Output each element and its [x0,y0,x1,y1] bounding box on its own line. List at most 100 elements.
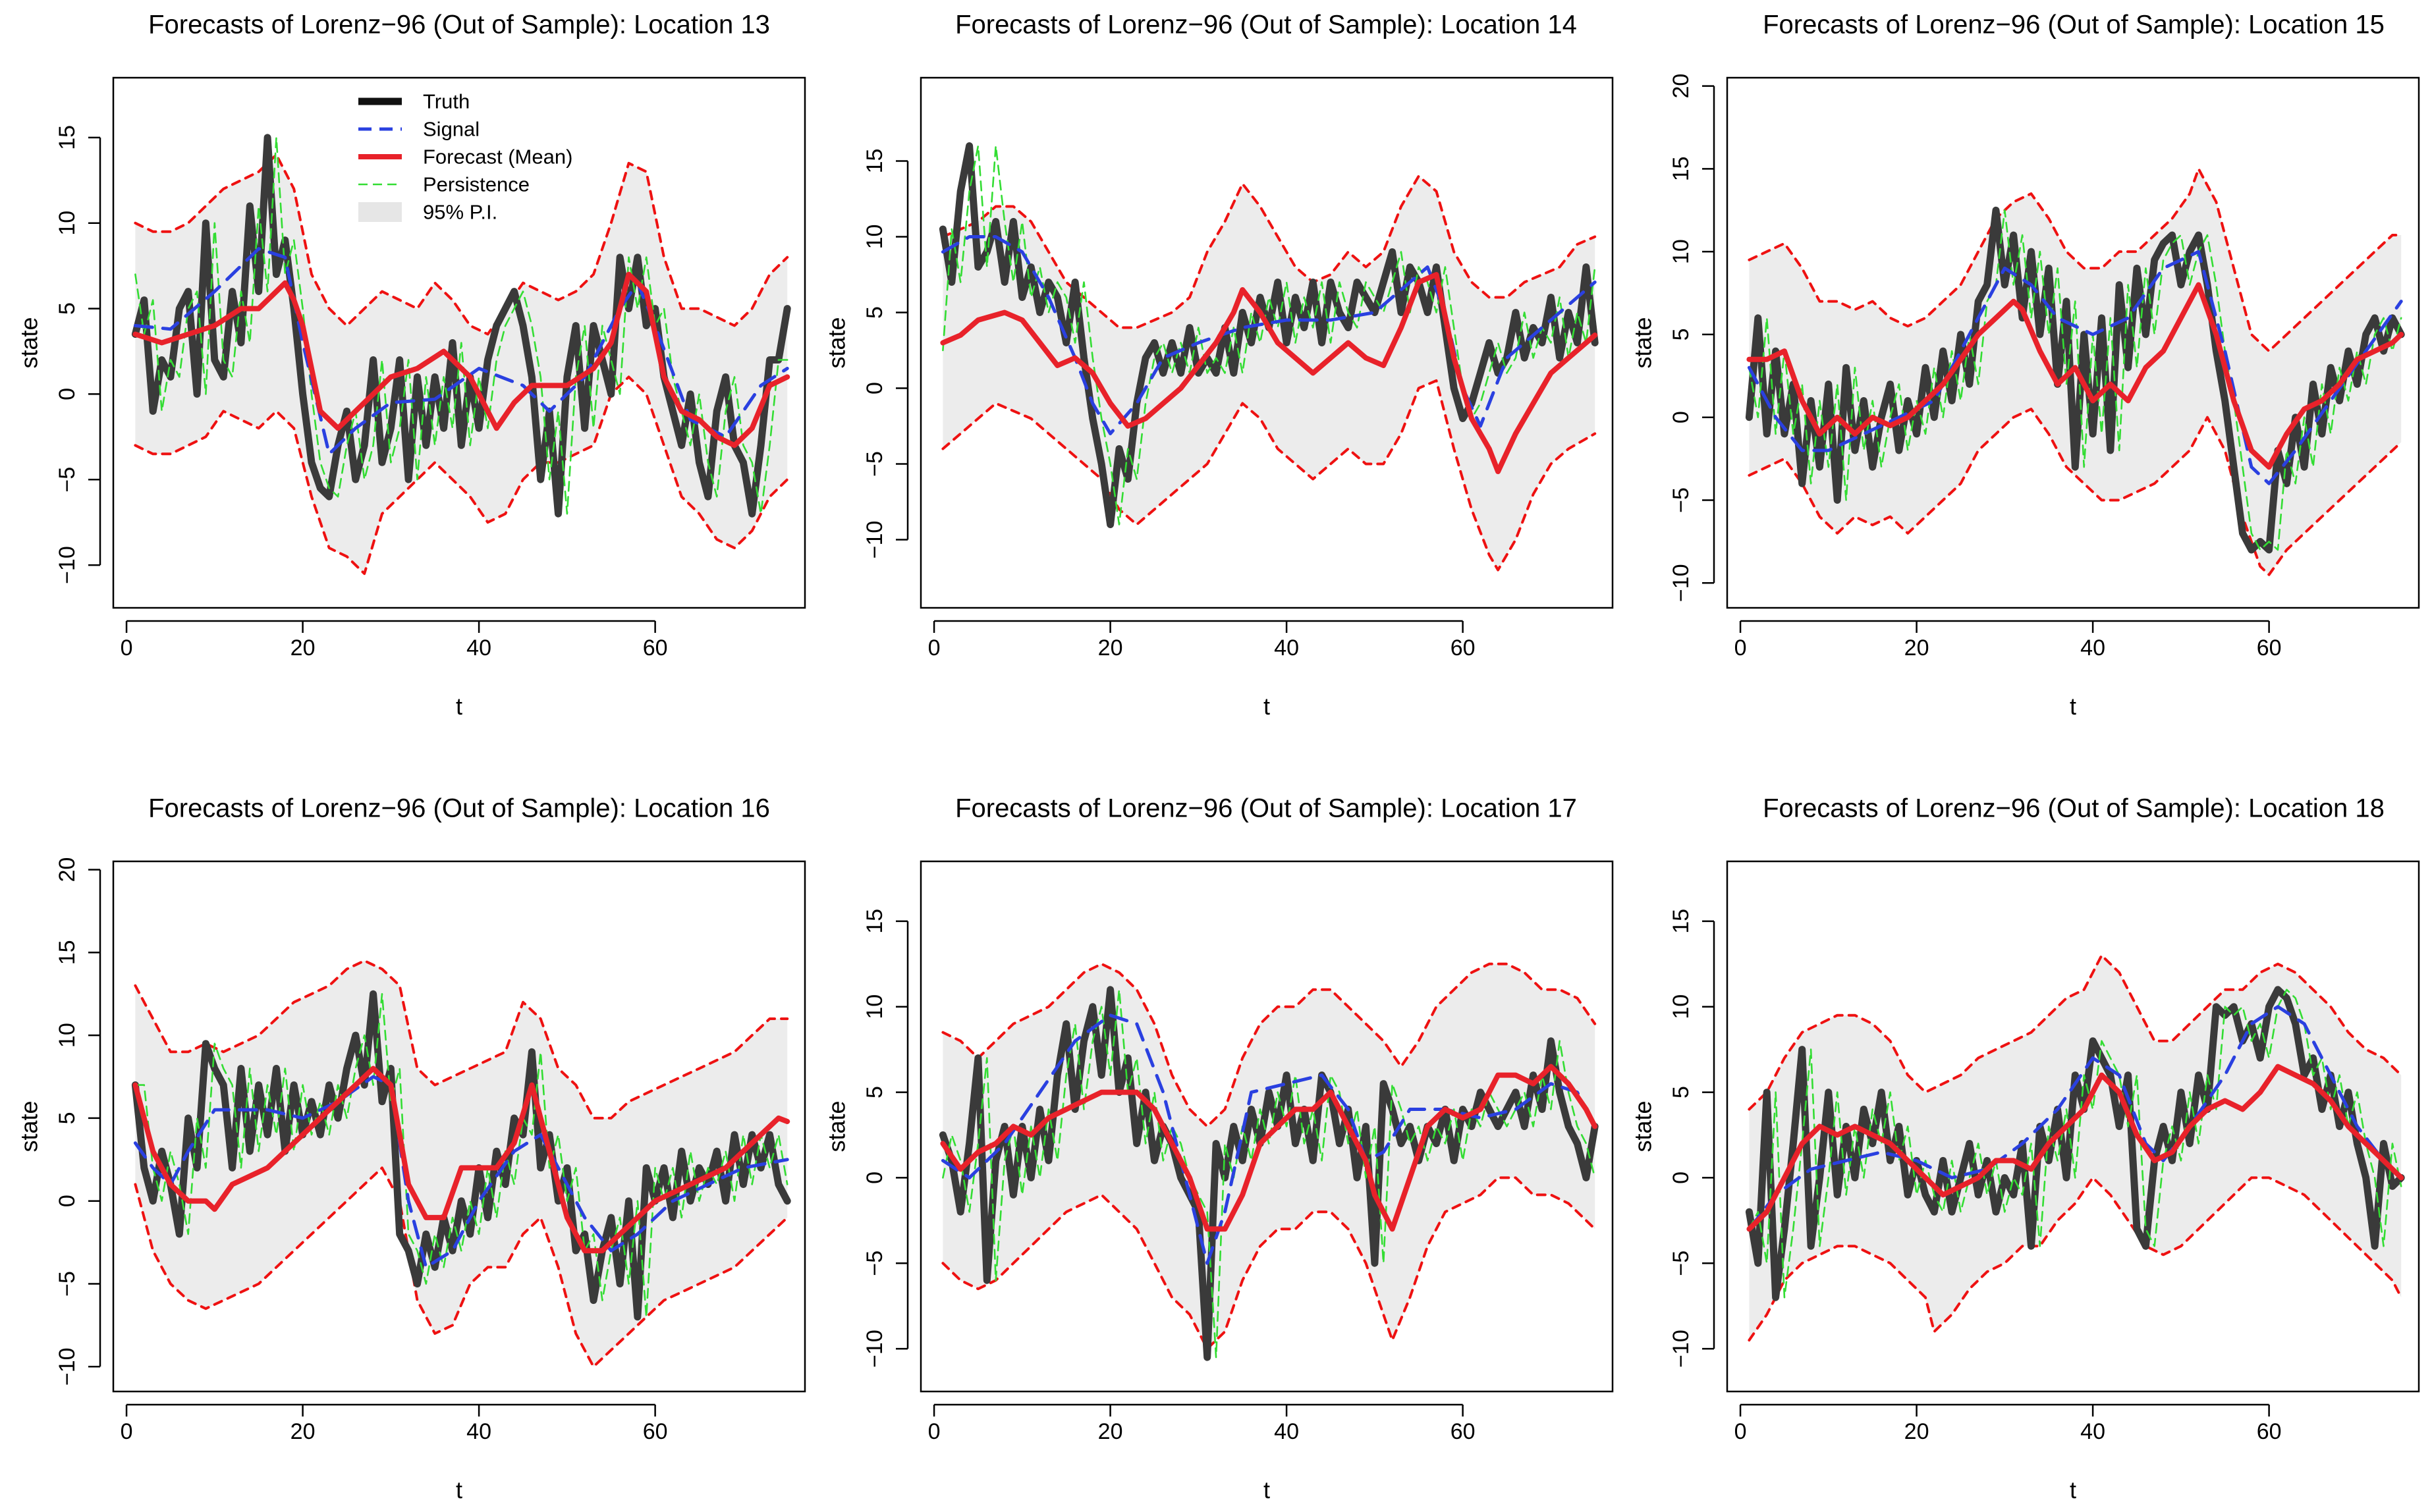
x-axis: 0 20 40 60 t [1734,1403,2282,1503]
plot-frame [1726,76,2420,609]
x-tick-label: 0 [928,635,941,661]
y-tick-label: 5 [55,1112,80,1124]
y-tick-label: 5 [1669,328,1694,340]
plot-area [1745,167,2405,576]
x-axis: 0 20 40 60 t [121,620,668,720]
x-tick-label: 60 [2257,1419,2282,1444]
forecast-line [940,272,1598,474]
x-tick-label: 40 [2080,1419,2105,1444]
legend-label: Signal [423,118,480,141]
x-tick-label: 60 [1451,1419,1476,1444]
x-tick-label: 0 [121,635,133,661]
y-axis-label: state [823,1100,850,1152]
persistence-line [942,145,1596,526]
x-tick-label: 40 [466,635,491,661]
lower-bound-line [1748,1176,2403,1342]
plot-frame [112,76,806,609]
plot-frame [920,76,1614,609]
upper-bound-line [941,175,1597,329]
y-axis-label: state [823,317,850,368]
lower-bound-line [941,1176,1597,1351]
legend-label: 95% P.I. [423,201,497,224]
y-tick-label: −5 [55,1271,80,1297]
y-tick-label: 5 [862,1086,887,1098]
x-tick-label: 0 [1734,1419,1747,1444]
y-axis-label: state [1630,1100,1657,1152]
y-axis: −10 −5 0 5 10 15 state [1630,909,1715,1368]
panel-2: Forecasts of Lorenz−96 (Out of Sample): … [823,11,1614,720]
y-axis-label: state [1630,317,1657,368]
y-tick-label: 15 [1669,909,1694,934]
legend-label: Persistence [423,173,530,196]
y-axis: −10 −5 0 5 10 15 20 state [1630,74,1715,602]
y-tick-label: 0 [55,388,80,400]
y-tick-label: 5 [862,306,887,319]
legend-item: 95% P.I. [358,201,497,224]
x-tick-label: 60 [2257,635,2282,661]
truth-line [1745,986,2405,1301]
y-tick-label: 0 [862,382,887,394]
x-tick-label: 0 [1734,635,1747,661]
y-tick-label: −5 [1669,1251,1694,1276]
panel-1: Forecasts of Lorenz−96 (Out of Sample): … [16,11,806,720]
legend-label: Forecast (Mean) [423,146,572,169]
y-axis: −10 −5 0 5 10 15 state [823,149,909,558]
chart-title: Forecasts of Lorenz−96 (Out of Sample): … [1763,11,2385,40]
y-tick-label: 15 [1669,156,1694,181]
legend-item: Signal [358,118,480,141]
x-axis-label: t [456,693,462,720]
x-tick-label: 0 [121,1419,133,1444]
upper-bound-line [1748,167,2403,353]
x-tick-label: 20 [1904,635,1929,661]
x-axis-label: t [456,1476,462,1503]
upper-bound-line [134,959,789,1120]
x-tick-label: 40 [1274,635,1299,661]
signal-line [941,1013,1597,1265]
lower-bound-line [134,375,789,576]
plot-area [131,134,791,576]
truth-line [131,990,791,1321]
y-tick-label: 20 [55,857,80,882]
y-tick-label: 10 [55,211,80,236]
y-tick-label: −5 [862,1251,887,1276]
lower-bound-line [1748,408,2403,576]
plot-frame [920,860,1614,1393]
x-tick-label: 20 [1098,1419,1123,1444]
x-tick-label: 40 [1274,1419,1299,1444]
legend-swatch-band [358,202,402,222]
x-tick-label: 20 [290,1419,316,1444]
x-tick-label: 40 [466,1419,491,1444]
upper-bound-line [941,962,1597,1128]
x-tick-label: 60 [643,1419,668,1444]
x-axis-label: t [1263,693,1270,720]
forecast-line [940,1064,1598,1232]
y-tick-label: 0 [862,1172,887,1184]
y-tick-label: 15 [862,909,887,934]
x-tick-label: 40 [2080,635,2105,661]
y-tick-label: −5 [862,451,887,477]
y-tick-label: 20 [1669,74,1694,99]
y-tick-label: −5 [1669,487,1694,513]
x-tick-label: 0 [928,1419,941,1444]
panels: Forecasts of Lorenz−96 (Out of Sample): … [16,11,2420,1503]
y-tick-label: −10 [55,1347,80,1386]
chart-title: Forecasts of Lorenz−96 (Out of Sample): … [148,11,770,40]
legend: Truth Signal Forecast (Mean) Persistence 95%… [358,90,572,224]
x-axis: 0 20 40 60 t [928,620,1476,720]
x-tick-label: 20 [1098,635,1123,661]
x-axis-label: t [1263,1476,1270,1503]
y-tick-label: 10 [1669,994,1694,1019]
y-tick-label: 15 [862,149,887,174]
y-axis-label: state [16,317,43,368]
panel-4: Forecasts of Lorenz−96 (Out of Sample): … [16,794,806,1503]
x-axis: 0 20 40 60 t [928,1403,1476,1503]
y-tick-label: 10 [55,1023,80,1048]
y-axis: −10 −5 0 5 10 15 20 state [16,857,101,1386]
persistence-line [1748,988,2402,1299]
x-axis-label: t [2070,693,2076,720]
plot-frame [112,860,806,1393]
signal-line [133,1075,789,1269]
x-tick-label: 60 [643,635,668,661]
y-tick-label: −10 [862,1330,887,1368]
plot-frame [1726,860,2420,1393]
